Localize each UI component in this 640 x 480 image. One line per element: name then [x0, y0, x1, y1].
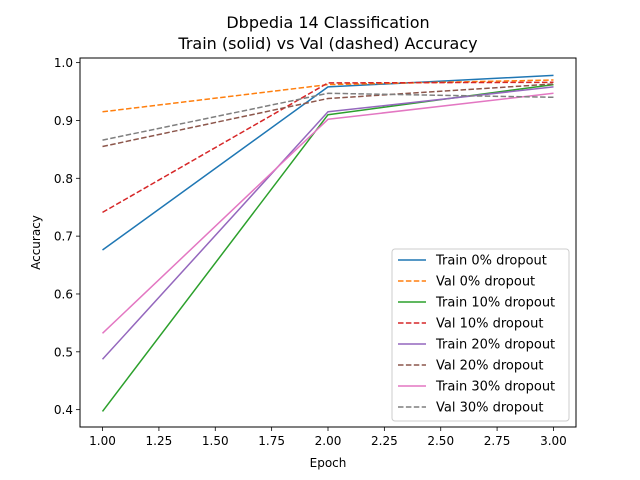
y-tick-label: 0.6 — [54, 287, 73, 301]
x-tick-label: 3.00 — [540, 434, 567, 448]
legend-label-4: Train 20% dropout — [435, 338, 555, 353]
y-tick-label: 0.8 — [54, 172, 73, 186]
series-line-1 — [102, 79, 554, 113]
y-tick-label: 0.5 — [54, 345, 73, 359]
y-axis-label: Accuracy — [29, 215, 43, 270]
legend-label-5: Val 20% dropout — [436, 359, 543, 374]
y-tick-label: 1.0 — [54, 56, 73, 70]
x-tick-label: 2.75 — [484, 434, 511, 448]
legend-label-7: Val 30% dropout — [436, 401, 543, 416]
plot-lines — [101, 74, 554, 412]
series-line-6 — [101, 92, 554, 334]
x-tick-label: 2.00 — [315, 434, 342, 448]
x-tick-label: 2.25 — [371, 434, 398, 448]
legend-label-1: Val 0% dropout — [436, 275, 535, 290]
legend: Train 0% dropout Val 0% dropout Train 10% … — [391, 248, 570, 422]
legend-label-3: Val 10% dropout — [436, 317, 543, 332]
series-line-4 — [101, 86, 554, 360]
x-tick-label: 1.50 — [202, 434, 229, 448]
series-line-5 — [102, 83, 554, 148]
x-axis-label: Epoch — [310, 456, 347, 470]
x-tick-label: 1.25 — [146, 434, 173, 448]
legend-box — [391, 248, 570, 422]
chart-title: Dbpedia 14 Classification — [226, 13, 429, 32]
series-line-7 — [102, 92, 554, 141]
x-tick-label: 2.50 — [427, 434, 454, 448]
x-axis: 1.00 1.25 1.50 1.75 2.00 2.25 2.50 2.75 3.00 — [89, 427, 567, 448]
series-line-0 — [102, 74, 554, 251]
x-tick-label: 1.75 — [258, 434, 285, 448]
y-tick-label: 0.7 — [54, 230, 73, 244]
x-tick-label: 1.00 — [89, 434, 116, 448]
legend-label-6: Train 30% dropout — [435, 380, 555, 395]
y-axis: 0.4 0.5 0.6 0.7 0.8 0.9 1.0 — [54, 56, 80, 417]
legend-label-0: Train 0% dropout — [435, 254, 547, 269]
chart-subtitle: Train (solid) vs Val (dashed) Accuracy — [177, 34, 477, 53]
legend-label-2: Train 10% dropout — [435, 296, 555, 311]
y-tick-label: 0.9 — [54, 114, 73, 128]
y-tick-label: 0.4 — [54, 403, 73, 417]
